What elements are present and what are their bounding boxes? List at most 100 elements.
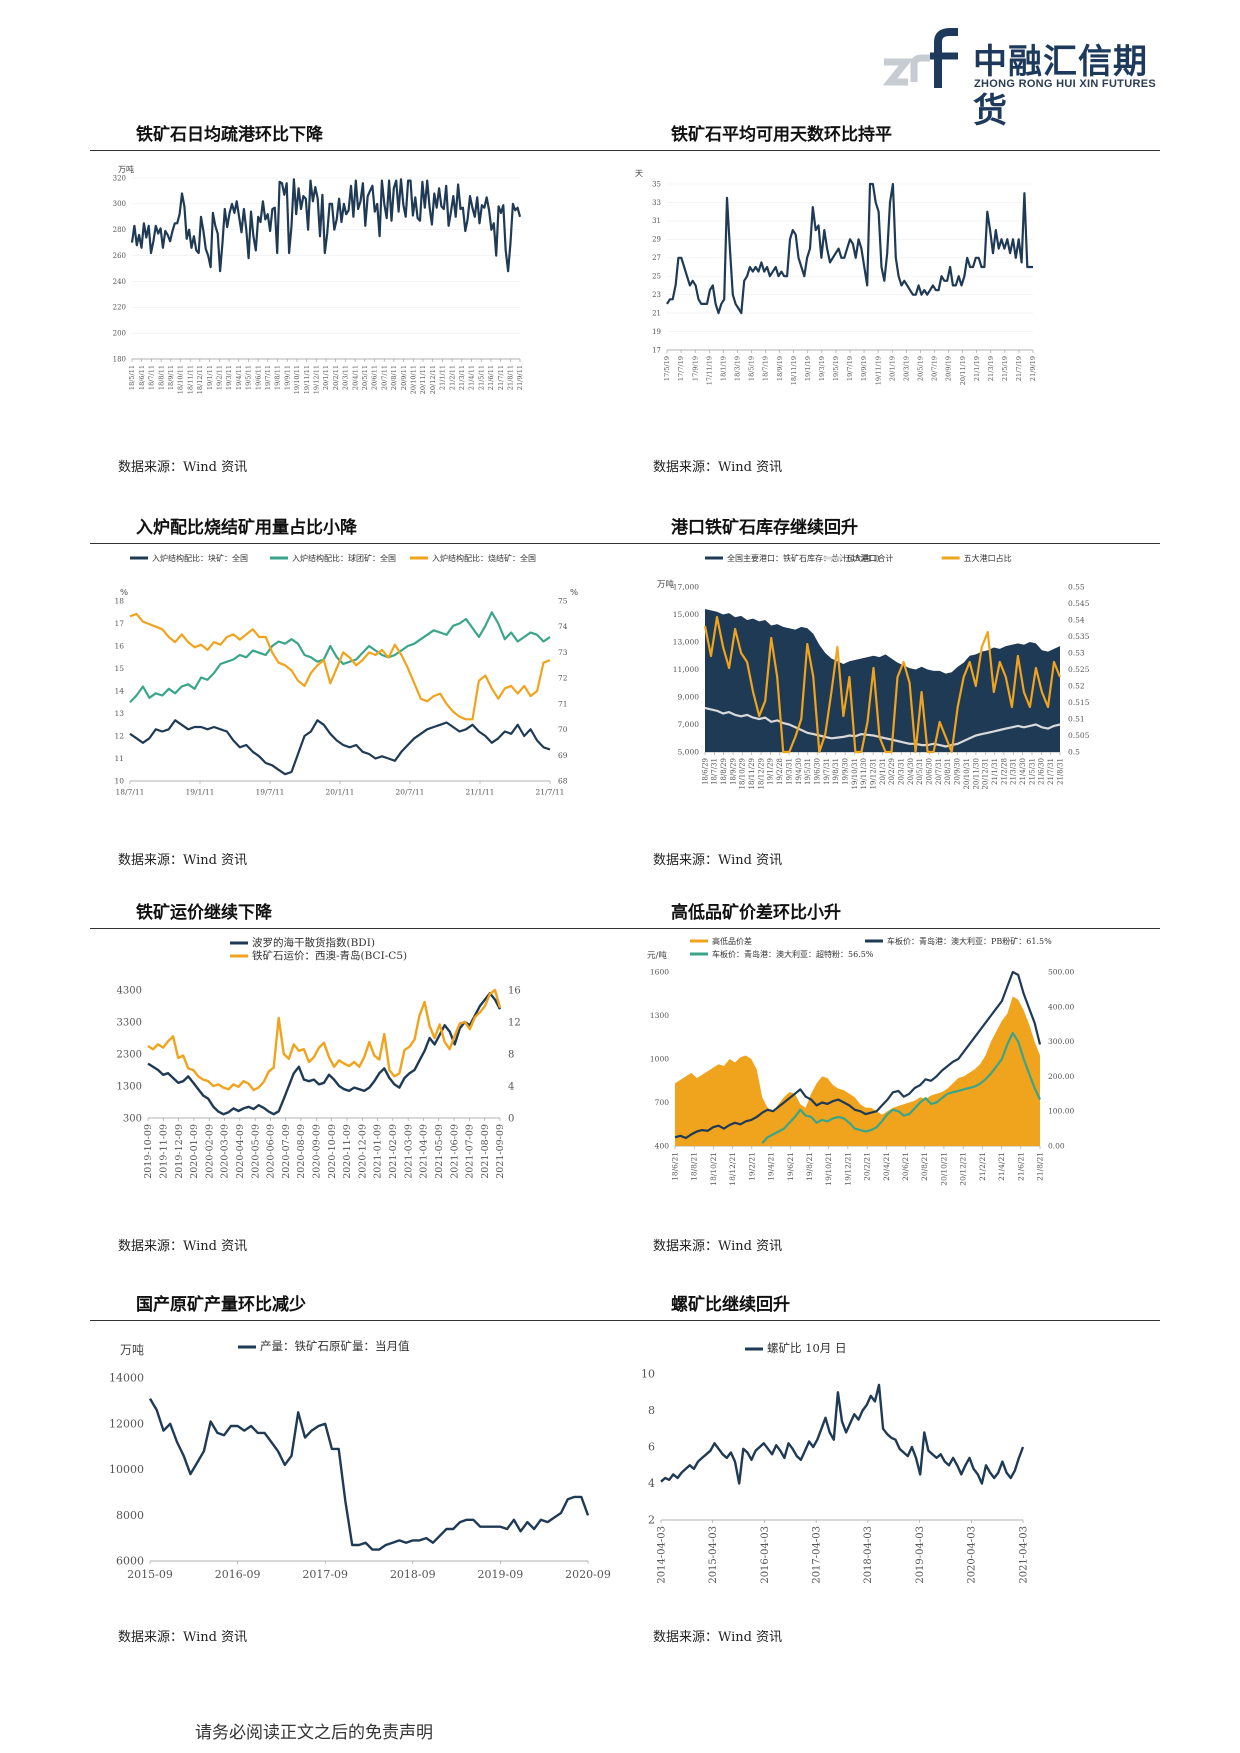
y-tick-label: 300 [113,200,126,208]
x-tick-label: 21/3/11 [458,365,466,390]
y-tick-label: 19 [652,328,661,336]
y-axis-unit: % [120,588,128,598]
x-tick-label: 21/9/11 [516,365,524,390]
x-tick-label: 2021-04-09 [419,1124,430,1179]
x-tick-label: 19/10/11 [293,365,301,394]
y-tick-label: 700 [655,1098,670,1107]
y-tick-label: 11 [114,754,124,763]
data-source: 数据来源：Wind 资讯 [118,1239,248,1254]
y2-tick-label: 8 [508,1049,514,1060]
x-tick-label: 19/6/30 [813,758,821,785]
legend-label: 车板价：青岛港：澳大利亚：PB粉矿：61.5% [887,936,1052,946]
company-name-cn: 中融汇信期货 [973,42,1148,131]
y2-tick-label: 100.00 [1048,1107,1074,1116]
x-tick-label: 21/6/30 [1038,758,1046,785]
x-tick-label: 2021-02-09 [388,1124,399,1179]
series-line-1 [147,988,502,1092]
y2-tick-label: 0.54 [1068,616,1085,625]
x-tick-label: 18/9/11 [167,365,175,390]
x-tick-label: 2020-07-09 [281,1124,292,1179]
x-tick-label: 19/1/19 [804,356,812,381]
chart-domestic-output: 6000 8000 10000 12000 14000 2015-09 2016-09 201… [109,1339,611,1581]
y-tick-label: 200 [113,329,126,337]
series-line-0 [660,1383,1025,1485]
x-tick-label: 2020-08-09 [296,1124,307,1179]
x-tick-label: 2020-04-09 [235,1124,246,1179]
x-tick-label: 19/11/30 [860,758,868,789]
x-tick-label: 20/12/21 [959,1152,968,1186]
x-tick-label: 19/10/31 [851,758,859,789]
y-tick-label: 180 [113,355,126,363]
x-tick-label: 20/11/11 [419,365,427,394]
series-line-0 [666,182,1033,315]
x-tick-label: 21/8/21 [1036,1152,1045,1181]
legend-label: 全国主要港口：铁矿石库存：总计(45港口) [727,553,879,563]
x-tick-label: 21/7/19 [1015,356,1023,381]
legend-label: 入炉结构配比：烧结矿：全国 [432,553,536,563]
x-tick-label: 21/7/11 [497,365,505,390]
y-tick-label: 10 [641,1368,655,1381]
x-tick-label: 18/11/19 [790,356,798,385]
x-tick-label: 18/7/11 [148,365,156,390]
x-tick-label: 20/6/21 [901,1152,910,1181]
y-tick-label: 33 [652,199,661,207]
x-tick-label: 2014-04-03 [656,1526,667,1584]
x-tick-label: 18/6/21 [671,1152,680,1181]
x-tick-label: 21/5/31 [1028,758,1036,785]
x-tick-label: 19/12/31 [869,758,877,789]
x-tick-label: 19/11/19 [874,356,882,385]
y-tick-label: 1000 [650,1055,669,1064]
y2-tick-label: 73 [558,648,568,657]
legend-label: 产量：铁矿石原矿量：当月值 [260,1339,410,1353]
y2-tick-label: 0.52 [1068,682,1085,691]
y-tick-label: 4 [648,1477,655,1490]
x-tick-label: 19/4/30 [795,758,803,785]
x-tick-label: 2019-10-09 [143,1124,154,1179]
x-tick-label: 19/10/21 [824,1152,833,1186]
y-tick-label: 300 [123,1113,142,1124]
x-tick-label: 20/7/11 [396,788,425,797]
x-tick-label: 20/5/11 [361,365,369,390]
y-tick-label: 1300 [650,1011,669,1020]
y2-tick-label: 200.00 [1048,1072,1074,1081]
znf-logo-icon [882,28,958,88]
x-tick-label: 2020-05-09 [250,1124,261,1179]
y2-tick-label: 500.00 [1048,968,1074,977]
x-tick-label: 19/5/11 [245,365,253,390]
x-tick-label: 19/8/21 [805,1152,814,1181]
data-source: 数据来源：Wind 资讯 [653,1630,783,1645]
y-tick-label: 15 [114,664,124,673]
x-tick-label: 17/7/19 [677,356,685,381]
chart-rebar-ore-ratio: 2 4 6 8 10 2014-04-03 2015-04-03 2016-04-03 2017… [641,1341,1029,1584]
x-tick-label: 20/4/21 [882,1152,891,1181]
y-tick-label: 10000 [109,1463,144,1476]
y2-tick-label: 0.51 [1068,715,1085,724]
y-tick-label: 8 [648,1404,655,1417]
y-tick-label: 320 [113,174,126,182]
x-tick-label: 19/8/11 [274,365,282,390]
x-tick-label: 21/9/19 [1029,356,1037,381]
x-tick-label: 2020-06-09 [266,1124,277,1179]
x-tick-label: 2019-12-09 [174,1124,185,1179]
x-tick-label: 2020-01-09 [189,1124,200,1179]
y2-tick-label: 0 [508,1113,514,1124]
y-tick-label: 9,000 [678,693,700,702]
y2-tick-label: 68 [558,777,568,786]
x-tick-label: 20/1/19 [888,356,896,381]
x-tick-label: 19/9/19 [860,356,868,381]
series-line-0 [148,1397,590,1551]
x-tick-label: 21/4/21 [997,1152,1006,1181]
x-tick-label: 18/7/11 [116,788,145,797]
x-tick-label: 21/3/19 [987,356,995,381]
y2-tick-label: 0.515 [1068,698,1090,707]
x-tick-label: 21/4/11 [468,365,476,390]
y-axis-unit: 万吨 [120,1343,144,1357]
legend-label: 入炉结构配比：球团矿：全国 [292,553,396,563]
x-tick-label: 18/12/29 [757,758,765,789]
y-tick-label: 17 [652,346,661,354]
x-tick-label: 2016-04-03 [760,1526,771,1584]
data-source: 数据来源：Wind 资讯 [118,1630,248,1645]
y-tick-label: 35 [652,180,661,188]
x-tick-label: 20/3/19 [902,356,910,381]
x-tick-label: 20/2/11 [332,365,340,390]
